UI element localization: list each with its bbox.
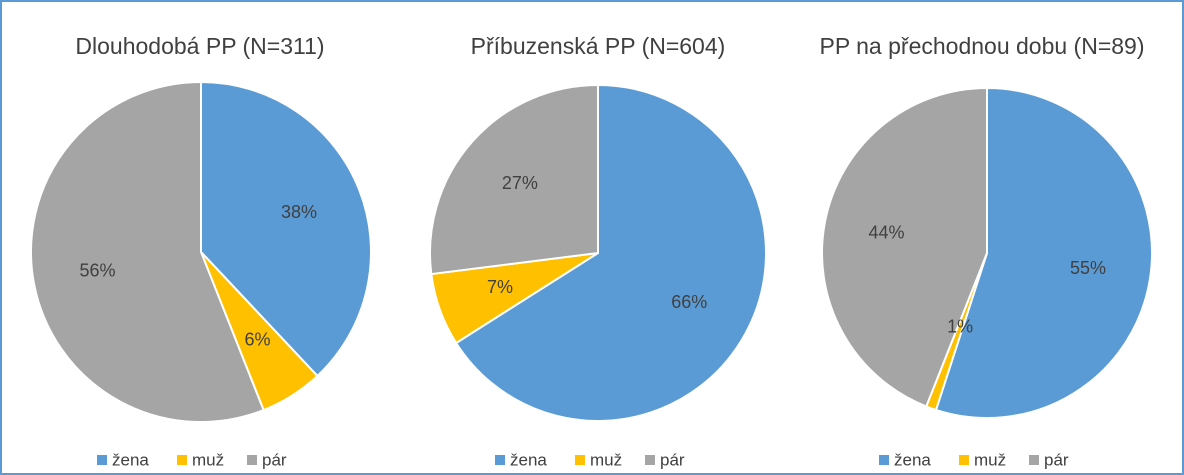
- chart-title: Dlouhodobá PP (N=311): [75, 33, 324, 59]
- legend-label: pár: [660, 450, 685, 469]
- pie-slice: [429, 83, 599, 276]
- chart-title: PP na přechodnou dobu (N=89): [819, 33, 1144, 59]
- data-label: 55%: [1070, 258, 1106, 278]
- legend-swatch: [959, 455, 969, 465]
- legend-swatch: [645, 455, 655, 465]
- legend-swatch: [575, 455, 585, 465]
- pie-slice: [934, 86, 1153, 419]
- legend-label: muž: [590, 450, 622, 469]
- data-label: 6%: [244, 330, 270, 350]
- data-label: 7%: [487, 277, 513, 297]
- pie-slice: [821, 86, 988, 408]
- pie-slice: [30, 80, 265, 423]
- legend-label: žena: [510, 450, 547, 469]
- pie-slice: [454, 83, 767, 422]
- data-label: 38%: [281, 202, 317, 222]
- data-label: 56%: [79, 261, 115, 281]
- legend-label: muž: [974, 450, 1006, 469]
- data-label: 1%: [947, 316, 973, 336]
- legend-label: pár: [1044, 450, 1069, 469]
- chart-title: Příbuzenská PP (N=604): [471, 33, 726, 59]
- legend-label: žena: [894, 450, 931, 469]
- legend-swatch: [97, 455, 107, 465]
- legend-label: muž: [192, 450, 224, 469]
- data-label: 44%: [868, 223, 904, 243]
- data-label: 27%: [502, 173, 538, 193]
- legend-swatch: [247, 455, 257, 465]
- legend-swatch: [177, 455, 187, 465]
- legend-swatch: [1029, 455, 1039, 465]
- pie-slice: [200, 80, 372, 378]
- legend-label: pár: [262, 450, 287, 469]
- legend-label: žena: [112, 450, 149, 469]
- data-label: 66%: [671, 292, 707, 312]
- legend-swatch: [879, 455, 889, 465]
- legend-swatch: [495, 455, 505, 465]
